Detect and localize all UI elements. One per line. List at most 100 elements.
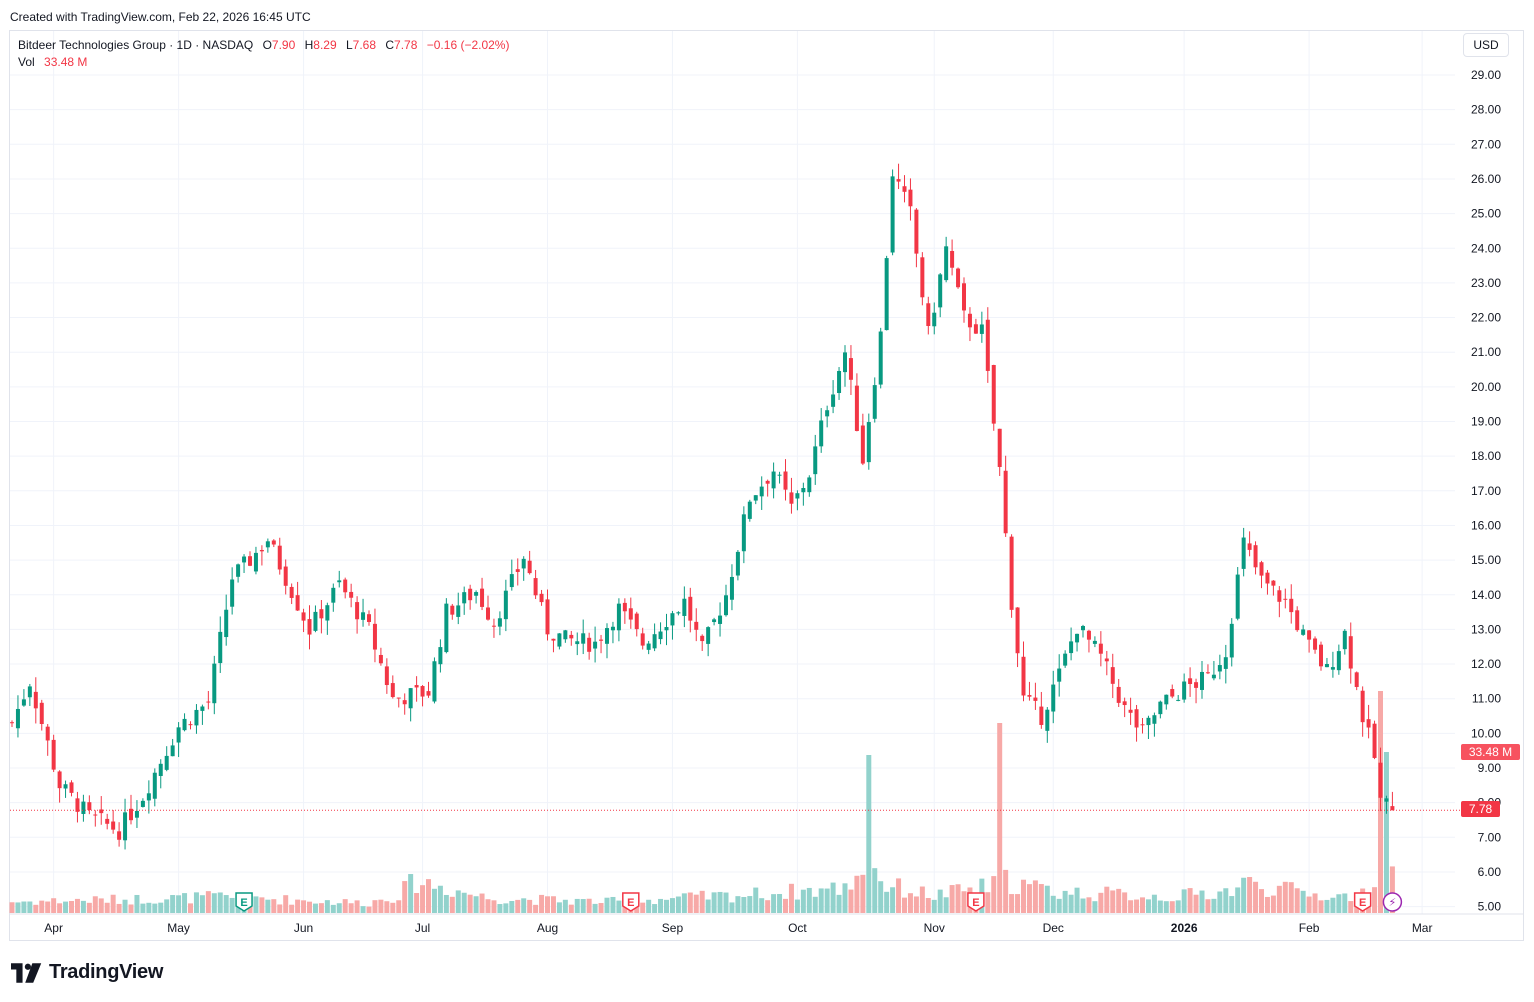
price-axis: 5.006.007.008.009.0010.0011.0012.0013.00… — [1471, 68, 1501, 914]
candle — [622, 598, 627, 624]
candle-body — [1372, 723, 1377, 758]
candle-body — [825, 410, 830, 417]
candle-body — [301, 612, 306, 621]
tradingview-logo[interactable]: TradingView — [11, 961, 163, 984]
candle — [117, 822, 122, 847]
candle-body — [212, 663, 217, 704]
candle — [503, 579, 508, 632]
volume-bar — [1015, 894, 1021, 913]
price-badge-bg — [1461, 801, 1500, 817]
candle-body — [325, 605, 330, 621]
volume-bar — [598, 903, 604, 913]
volume-bar — [80, 900, 86, 913]
volume-bar — [1151, 894, 1157, 913]
candle-body — [414, 685, 419, 688]
volume-bar — [556, 902, 562, 913]
chart-grid — [10, 31, 1455, 914]
price-tick-label: 24.00 — [1471, 241, 1501, 255]
candle-body — [1033, 697, 1038, 701]
volume-bar — [1241, 877, 1247, 913]
volume-bar — [848, 889, 854, 913]
candle-body — [99, 809, 104, 814]
candle — [753, 495, 758, 505]
price-tick-label: 12.00 — [1471, 657, 1501, 671]
chart-frame — [9, 30, 1524, 941]
volume-bar — [735, 896, 741, 913]
candle — [932, 302, 937, 335]
volume-bar — [116, 903, 122, 913]
candle — [301, 608, 306, 633]
candle-body — [331, 587, 336, 603]
volume-bar — [74, 898, 80, 913]
volume-bar — [414, 892, 420, 913]
candle-body — [557, 633, 562, 647]
candle — [783, 459, 788, 501]
volume-bar — [170, 895, 176, 913]
candle — [259, 545, 264, 566]
candle — [581, 619, 586, 655]
candle — [545, 589, 550, 641]
candle — [593, 626, 598, 663]
volume-badge: 33.48 M — [1469, 745, 1512, 759]
candle — [1003, 455, 1008, 537]
candle — [361, 598, 366, 627]
candle — [480, 577, 485, 611]
candle — [866, 413, 871, 470]
candle — [664, 613, 669, 646]
candle-body — [1182, 681, 1187, 700]
candle-body — [831, 394, 836, 407]
volume-bar — [711, 892, 717, 913]
event-marker[interactable]: ⚡ — [1382, 892, 1403, 912]
candle-body — [890, 176, 895, 253]
earnings-marker[interactable]: E — [235, 892, 253, 912]
candle — [1086, 629, 1091, 653]
candle — [176, 722, 181, 758]
candle — [242, 554, 247, 573]
candle — [610, 621, 615, 644]
candle — [367, 610, 371, 626]
earnings-marker[interactable]: E — [622, 892, 640, 912]
candle-body — [236, 564, 241, 577]
candle-body — [420, 686, 425, 697]
volume-bar — [788, 883, 794, 913]
candle-body — [1313, 638, 1318, 650]
candle — [991, 364, 996, 431]
candle-body — [599, 639, 604, 641]
volume-bar — [1157, 900, 1163, 913]
candle-body — [1211, 674, 1216, 679]
candle — [1122, 697, 1127, 718]
candle — [1152, 712, 1157, 737]
volume-bar — [830, 882, 836, 913]
volume-bar — [312, 903, 318, 913]
close-label: C — [385, 38, 395, 52]
volume-bar — [1175, 900, 1181, 913]
volume-bar — [1372, 887, 1378, 913]
candle — [1158, 700, 1163, 719]
volume-bar — [295, 899, 301, 913]
price-tick-label: 15.00 — [1471, 553, 1501, 567]
currency-button[interactable]: USD — [1463, 33, 1509, 57]
volume-bar — [51, 898, 57, 913]
volume-bar — [330, 904, 336, 913]
candle — [39, 699, 44, 731]
time-tick-label: Oct — [788, 921, 807, 935]
candle — [1211, 660, 1216, 681]
candle-body — [605, 628, 609, 644]
candle-body — [134, 810, 139, 818]
volume-bar — [515, 899, 521, 913]
candle-body — [914, 209, 919, 254]
earnings-marker[interactable]: E — [967, 892, 985, 912]
earnings-marker-label: E — [240, 897, 247, 909]
volume-bar — [1235, 887, 1241, 913]
candle-body — [1045, 709, 1050, 731]
candle — [1235, 567, 1240, 621]
symbol-name[interactable]: Bitdeer Technologies Group · 1D · NASDAQ — [18, 38, 254, 52]
volume-bar — [1217, 891, 1223, 913]
volume-bar — [1050, 895, 1056, 913]
candle-body — [1200, 671, 1204, 690]
earnings-marker[interactable]: E — [1353, 892, 1372, 912]
volume-bar — [1247, 877, 1253, 913]
volume-bar — [1264, 896, 1270, 913]
price-tick-label: 23.00 — [1471, 276, 1501, 290]
